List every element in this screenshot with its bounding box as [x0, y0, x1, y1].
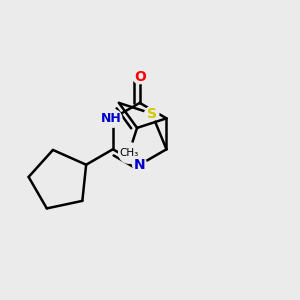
Text: CH₃: CH₃ [119, 148, 139, 158]
Circle shape [104, 110, 122, 127]
Circle shape [118, 142, 139, 163]
Text: NH: NH [101, 112, 122, 125]
Text: O: O [134, 70, 146, 84]
Text: N: N [134, 158, 146, 172]
Circle shape [133, 158, 147, 172]
Circle shape [145, 106, 159, 121]
Circle shape [133, 70, 147, 84]
Text: S: S [147, 106, 157, 121]
